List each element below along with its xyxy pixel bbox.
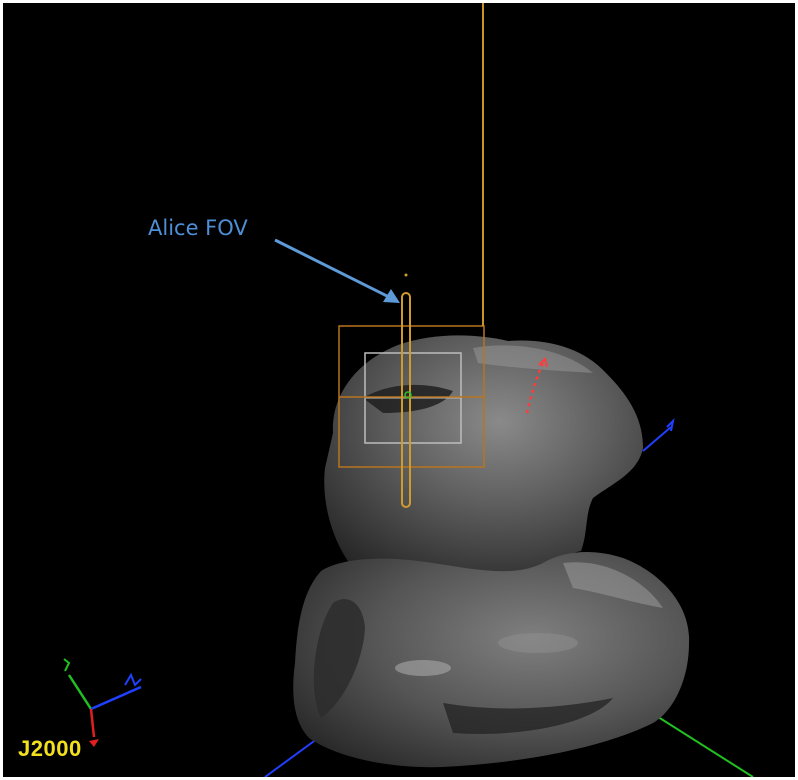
- callout-arrow-head-icon: [383, 289, 400, 303]
- triad-axis-z-label-icon: [124, 672, 142, 687]
- ground-track-arrow-icon: [538, 357, 548, 368]
- alice-fov-marker: [404, 273, 408, 277]
- callout-arrow-line: [274, 238, 394, 301]
- comet-surface-highlight: [395, 660, 451, 676]
- comet-surface-highlight: [498, 633, 578, 653]
- comet-surface-shadow: [363, 384, 453, 413]
- scene-canvas: [63, 3, 754, 777]
- comet-surface-shadow: [443, 698, 613, 734]
- reference-frame-label: J2000: [18, 736, 82, 761]
- body-axis-z-line: [642, 426, 672, 452]
- triad-axis-y: [67, 674, 93, 710]
- triad-axis-y-label-icon: [63, 658, 71, 672]
- axis-triad-icon: [63, 658, 142, 747]
- body-axis-z-lower-line: [264, 735, 322, 777]
- body-axis-z-tip-icon: [666, 417, 675, 432]
- comet-surface-shadow: [313, 599, 365, 718]
- alice-fov-center-marker: [404, 391, 412, 399]
- comet-surface-highlight: [473, 345, 593, 373]
- comet-surface-highlight: [563, 562, 663, 608]
- 3d-viewport[interactable]: Alice FOV J2000: [3, 3, 795, 777]
- body-axis-y-line: [654, 714, 754, 777]
- triad-axis-x-label-icon: [89, 739, 99, 747]
- alice-fov-slit: [401, 292, 411, 508]
- alice-fov-callout: Alice FOV: [148, 216, 248, 240]
- triad-axis-z: [90, 685, 142, 711]
- triad-axis-x: [89, 708, 96, 738]
